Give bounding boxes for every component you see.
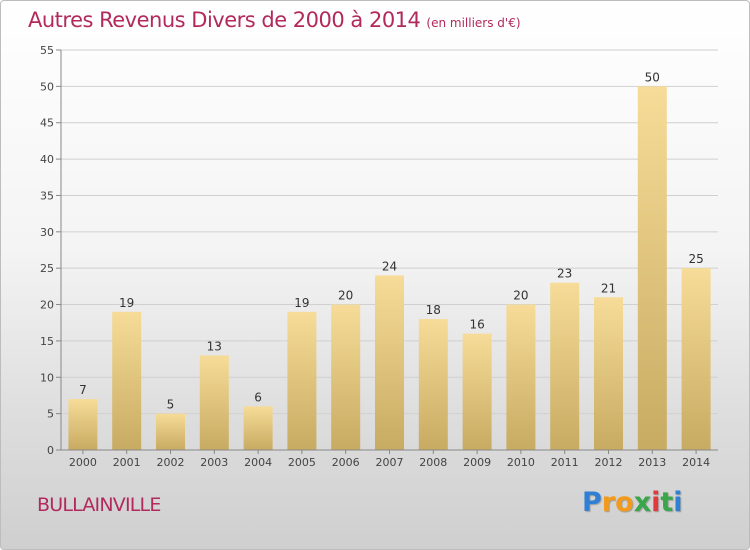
data-label-2011: 23 — [557, 267, 572, 281]
bar-2007 — [375, 275, 404, 450]
y-tick-label: 0 — [47, 444, 54, 457]
bars: 7 19 5 13 6 19 20 24 18 16 20 23 21 50 25 — [68, 70, 711, 450]
chart-subtitle: (en milliers d'€) — [426, 16, 521, 30]
x-tick-label-2005: 2005 — [288, 456, 316, 469]
data-label-2002: 5 — [167, 398, 175, 412]
bar-2001 — [112, 311, 142, 450]
x-tick-label-2011: 2011 — [551, 456, 579, 469]
logo-letter: i — [673, 487, 683, 518]
bar-2003 — [199, 355, 229, 450]
data-label-2004: 6 — [254, 390, 262, 404]
logo-letter: P — [582, 487, 602, 518]
bar-2011 — [550, 282, 580, 450]
x-tick-label-2000: 2000 — [69, 456, 97, 469]
y-tick-label: 45 — [40, 117, 54, 130]
axes: 0 5 10 15 20 25 30 35 40 45 50 55 2000 2001 2002 2003 20… — [40, 44, 718, 469]
chart-title: Autres Revenus Divers de 2000 à 2014 (en … — [28, 8, 521, 32]
data-label-2010: 20 — [513, 289, 528, 303]
bar-2013 — [637, 86, 667, 450]
x-tick-label-2012: 2012 — [595, 456, 623, 469]
data-label-2001: 19 — [119, 296, 134, 310]
x-tick-label-2014: 2014 — [682, 456, 710, 469]
bar-2012 — [594, 297, 623, 450]
y-tick-label: 40 — [40, 153, 54, 166]
data-label-2008: 18 — [426, 303, 441, 317]
data-label-2003: 13 — [207, 339, 222, 353]
bar-2002 — [156, 413, 185, 450]
bar-2009 — [462, 333, 492, 450]
x-tick-label-2007: 2007 — [376, 456, 404, 469]
x-tick-label-2002: 2002 — [157, 456, 185, 469]
bar-2000 — [68, 399, 98, 450]
data-label-2009: 16 — [469, 318, 484, 332]
x-tick-label-2009: 2009 — [463, 456, 491, 469]
y-tick-label: 5 — [47, 408, 54, 421]
bar-2010 — [506, 304, 536, 450]
logo-letter: o — [615, 487, 634, 518]
place-name: BULLAINVILLE — [37, 494, 161, 516]
data-label-2000: 7 — [79, 383, 87, 397]
data-label-2014: 25 — [688, 252, 703, 266]
y-tick-label: 55 — [40, 44, 54, 57]
x-tick-label-2004: 2004 — [244, 456, 272, 469]
logo-letter: r — [601, 487, 616, 518]
bar-2004 — [243, 406, 273, 450]
data-label-2007: 24 — [382, 259, 397, 273]
x-tick-label-2013: 2013 — [638, 456, 666, 469]
proxiti-logo: Proxiti — [582, 487, 683, 518]
logo-letter: x — [633, 487, 652, 518]
y-tick-label: 35 — [40, 189, 54, 202]
x-tick-label-2003: 2003 — [200, 456, 228, 469]
data-label-2013: 50 — [645, 70, 660, 84]
y-tick-label: 30 — [40, 226, 54, 239]
x-tick-label-2006: 2006 — [332, 456, 360, 469]
logo-letter: t — [660, 487, 674, 518]
y-tick-label: 25 — [40, 262, 54, 275]
y-tick-label: 20 — [40, 299, 54, 312]
bar-2008 — [418, 319, 448, 450]
data-label-2005: 19 — [294, 296, 309, 310]
x-tick-label-2001: 2001 — [113, 456, 141, 469]
bar-2014 — [681, 268, 711, 450]
logo-letter: i — [651, 487, 661, 518]
bar-2005 — [287, 311, 317, 450]
data-label-2006: 20 — [338, 289, 353, 303]
bar-2006 — [331, 304, 361, 450]
data-label-2012: 21 — [601, 281, 616, 295]
x-tick-label-2010: 2010 — [507, 456, 535, 469]
x-tick-label-2008: 2008 — [419, 456, 447, 469]
y-tick-label: 10 — [40, 371, 54, 384]
y-tick-label: 15 — [40, 335, 54, 348]
y-tick-label: 50 — [40, 80, 54, 93]
chart-title-text: Autres Revenus Divers de 2000 à 2014 — [28, 8, 421, 32]
